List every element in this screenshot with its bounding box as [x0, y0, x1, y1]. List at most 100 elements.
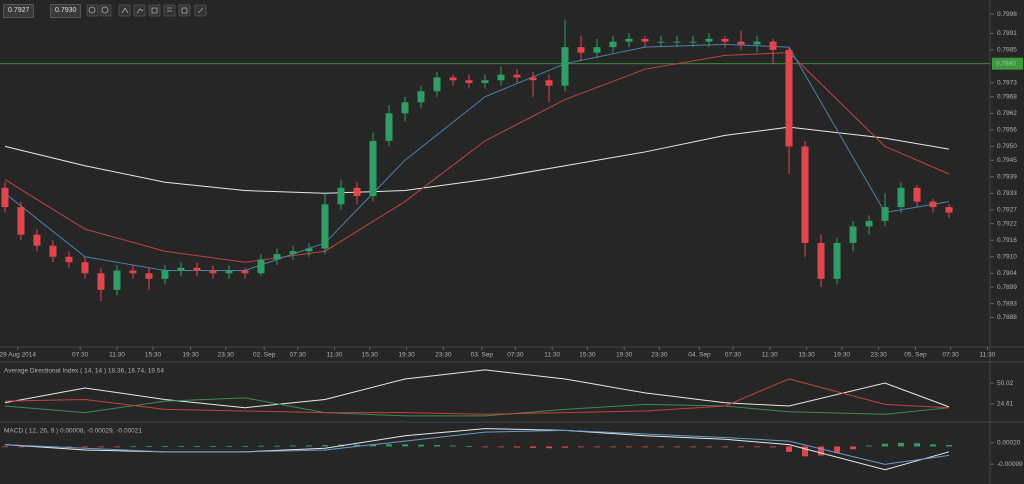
candle-body [401, 102, 409, 114]
price-label-box [992, 57, 1023, 70]
histogram-bar [273, 445, 280, 447]
candle-body [161, 270, 169, 279]
candle-body [785, 49, 793, 147]
candle-body [97, 273, 105, 290]
candle-body [113, 270, 121, 290]
y-tick-label: 0.7927 [997, 207, 1017, 214]
candle-body [529, 77, 537, 81]
x-tick-label: 07:30 [72, 352, 89, 359]
x-tick-label: 11:30 [327, 352, 343, 359]
y-tick-label: 0.7933 [997, 190, 1017, 197]
histogram-bar [786, 446, 793, 452]
candle-body [801, 146, 809, 243]
histogram-bar [818, 446, 825, 456]
indicator-line [4, 369, 950, 409]
histogram-bar [514, 446, 521, 448]
x-tick-label: 07:30 [507, 352, 524, 359]
candle-body [577, 47, 585, 53]
candle-body [241, 270, 249, 274]
indicator-line [4, 378, 950, 415]
histogram-bar [754, 446, 761, 448]
histogram-bar [225, 445, 232, 447]
x-tick-label: 23:30 [870, 352, 887, 359]
histogram-bar [850, 446, 857, 450]
histogram-bar [594, 446, 601, 448]
x-tick-label: 19:30 [182, 352, 199, 359]
y-tick-label: 0.7922 [997, 220, 1017, 227]
x-tick-label: 11:30 [980, 352, 996, 359]
price-label: 0.7980 [996, 60, 1016, 67]
candle-body [593, 47, 601, 53]
candle-body [561, 47, 569, 86]
histogram-bar [97, 446, 104, 448]
y-tick-label: 0.7962 [997, 110, 1017, 117]
histogram-bar [161, 446, 168, 447]
histogram-bar [449, 445, 456, 447]
x-tick-label: 29 Aug 2014 [0, 352, 36, 359]
candle-body [881, 207, 889, 221]
histogram-bar [898, 442, 905, 447]
histogram-bar [546, 446, 553, 449]
candle-body [305, 248, 313, 252]
candle-body [385, 113, 393, 141]
histogram-bar [834, 446, 841, 453]
x-tick-label: 07:30 [942, 352, 959, 359]
y-tick-label: 24.61 [997, 401, 1014, 408]
histogram-bar [738, 446, 745, 448]
x-tick-label: 11:30 [109, 352, 125, 359]
candle-body [209, 270, 217, 274]
histogram-bar [193, 446, 200, 447]
x-tick-label: 23:30 [651, 352, 668, 359]
candle-body [817, 242, 825, 279]
candle-body [353, 187, 361, 197]
candle-body [1, 187, 9, 208]
indicator-label: Average Directional Index ( 14, 14 ) 18.… [4, 368, 164, 375]
candle-body [321, 204, 329, 249]
x-tick-label: 15:30 [362, 352, 379, 359]
candle-body [465, 80, 473, 83]
candle-body [33, 234, 41, 246]
histogram-bar [882, 443, 889, 447]
x-tick-label: 19:30 [398, 352, 415, 359]
candle-body [417, 91, 425, 103]
histogram-bar [177, 445, 184, 447]
histogram-bar [610, 446, 617, 448]
x-tick-label: 15:30 [145, 352, 162, 359]
ask-price[interactable]: 0.7930 [50, 4, 82, 18]
y-tick-label: 0.7945 [997, 157, 1017, 164]
histogram-bar [626, 446, 633, 448]
candle-body [721, 38, 729, 42]
candle-body [449, 77, 457, 81]
histogram-bar [914, 443, 921, 447]
bid-price[interactable]: 0.7927 [3, 4, 35, 18]
x-tick-label: 15:30 [579, 352, 596, 359]
candle-body [737, 41, 745, 45]
histogram-bar [498, 446, 505, 448]
candle-body [369, 140, 377, 197]
histogram-bar [930, 444, 937, 447]
y-tick-label: 0.7998 [997, 11, 1017, 18]
candle-body [897, 187, 905, 208]
candle-body [289, 251, 297, 254]
histogram-bar [1, 446, 8, 448]
histogram-bar [465, 446, 472, 447]
candle-body [641, 38, 649, 42]
x-tick-label: 05. Sep [904, 352, 927, 359]
x-tick-label: 04. Sep [688, 352, 711, 359]
y-tick-label: 0.7910 [997, 253, 1017, 260]
candle-body [689, 41, 697, 43]
toolbar-icons[interactable] [86, 4, 207, 17]
x-tick-label: 11:30 [544, 352, 560, 359]
histogram-bar [17, 446, 24, 448]
x-tick-label: 19:30 [616, 352, 633, 359]
candle-body [257, 259, 265, 274]
y-tick-label: 0.7950 [997, 143, 1017, 150]
candle-body [481, 80, 489, 83]
indicator-line [4, 429, 950, 465]
candle-body [833, 242, 841, 279]
histogram-bar [946, 445, 953, 447]
histogram-bar [305, 445, 312, 447]
y-tick-label: 0.7904 [997, 270, 1017, 277]
